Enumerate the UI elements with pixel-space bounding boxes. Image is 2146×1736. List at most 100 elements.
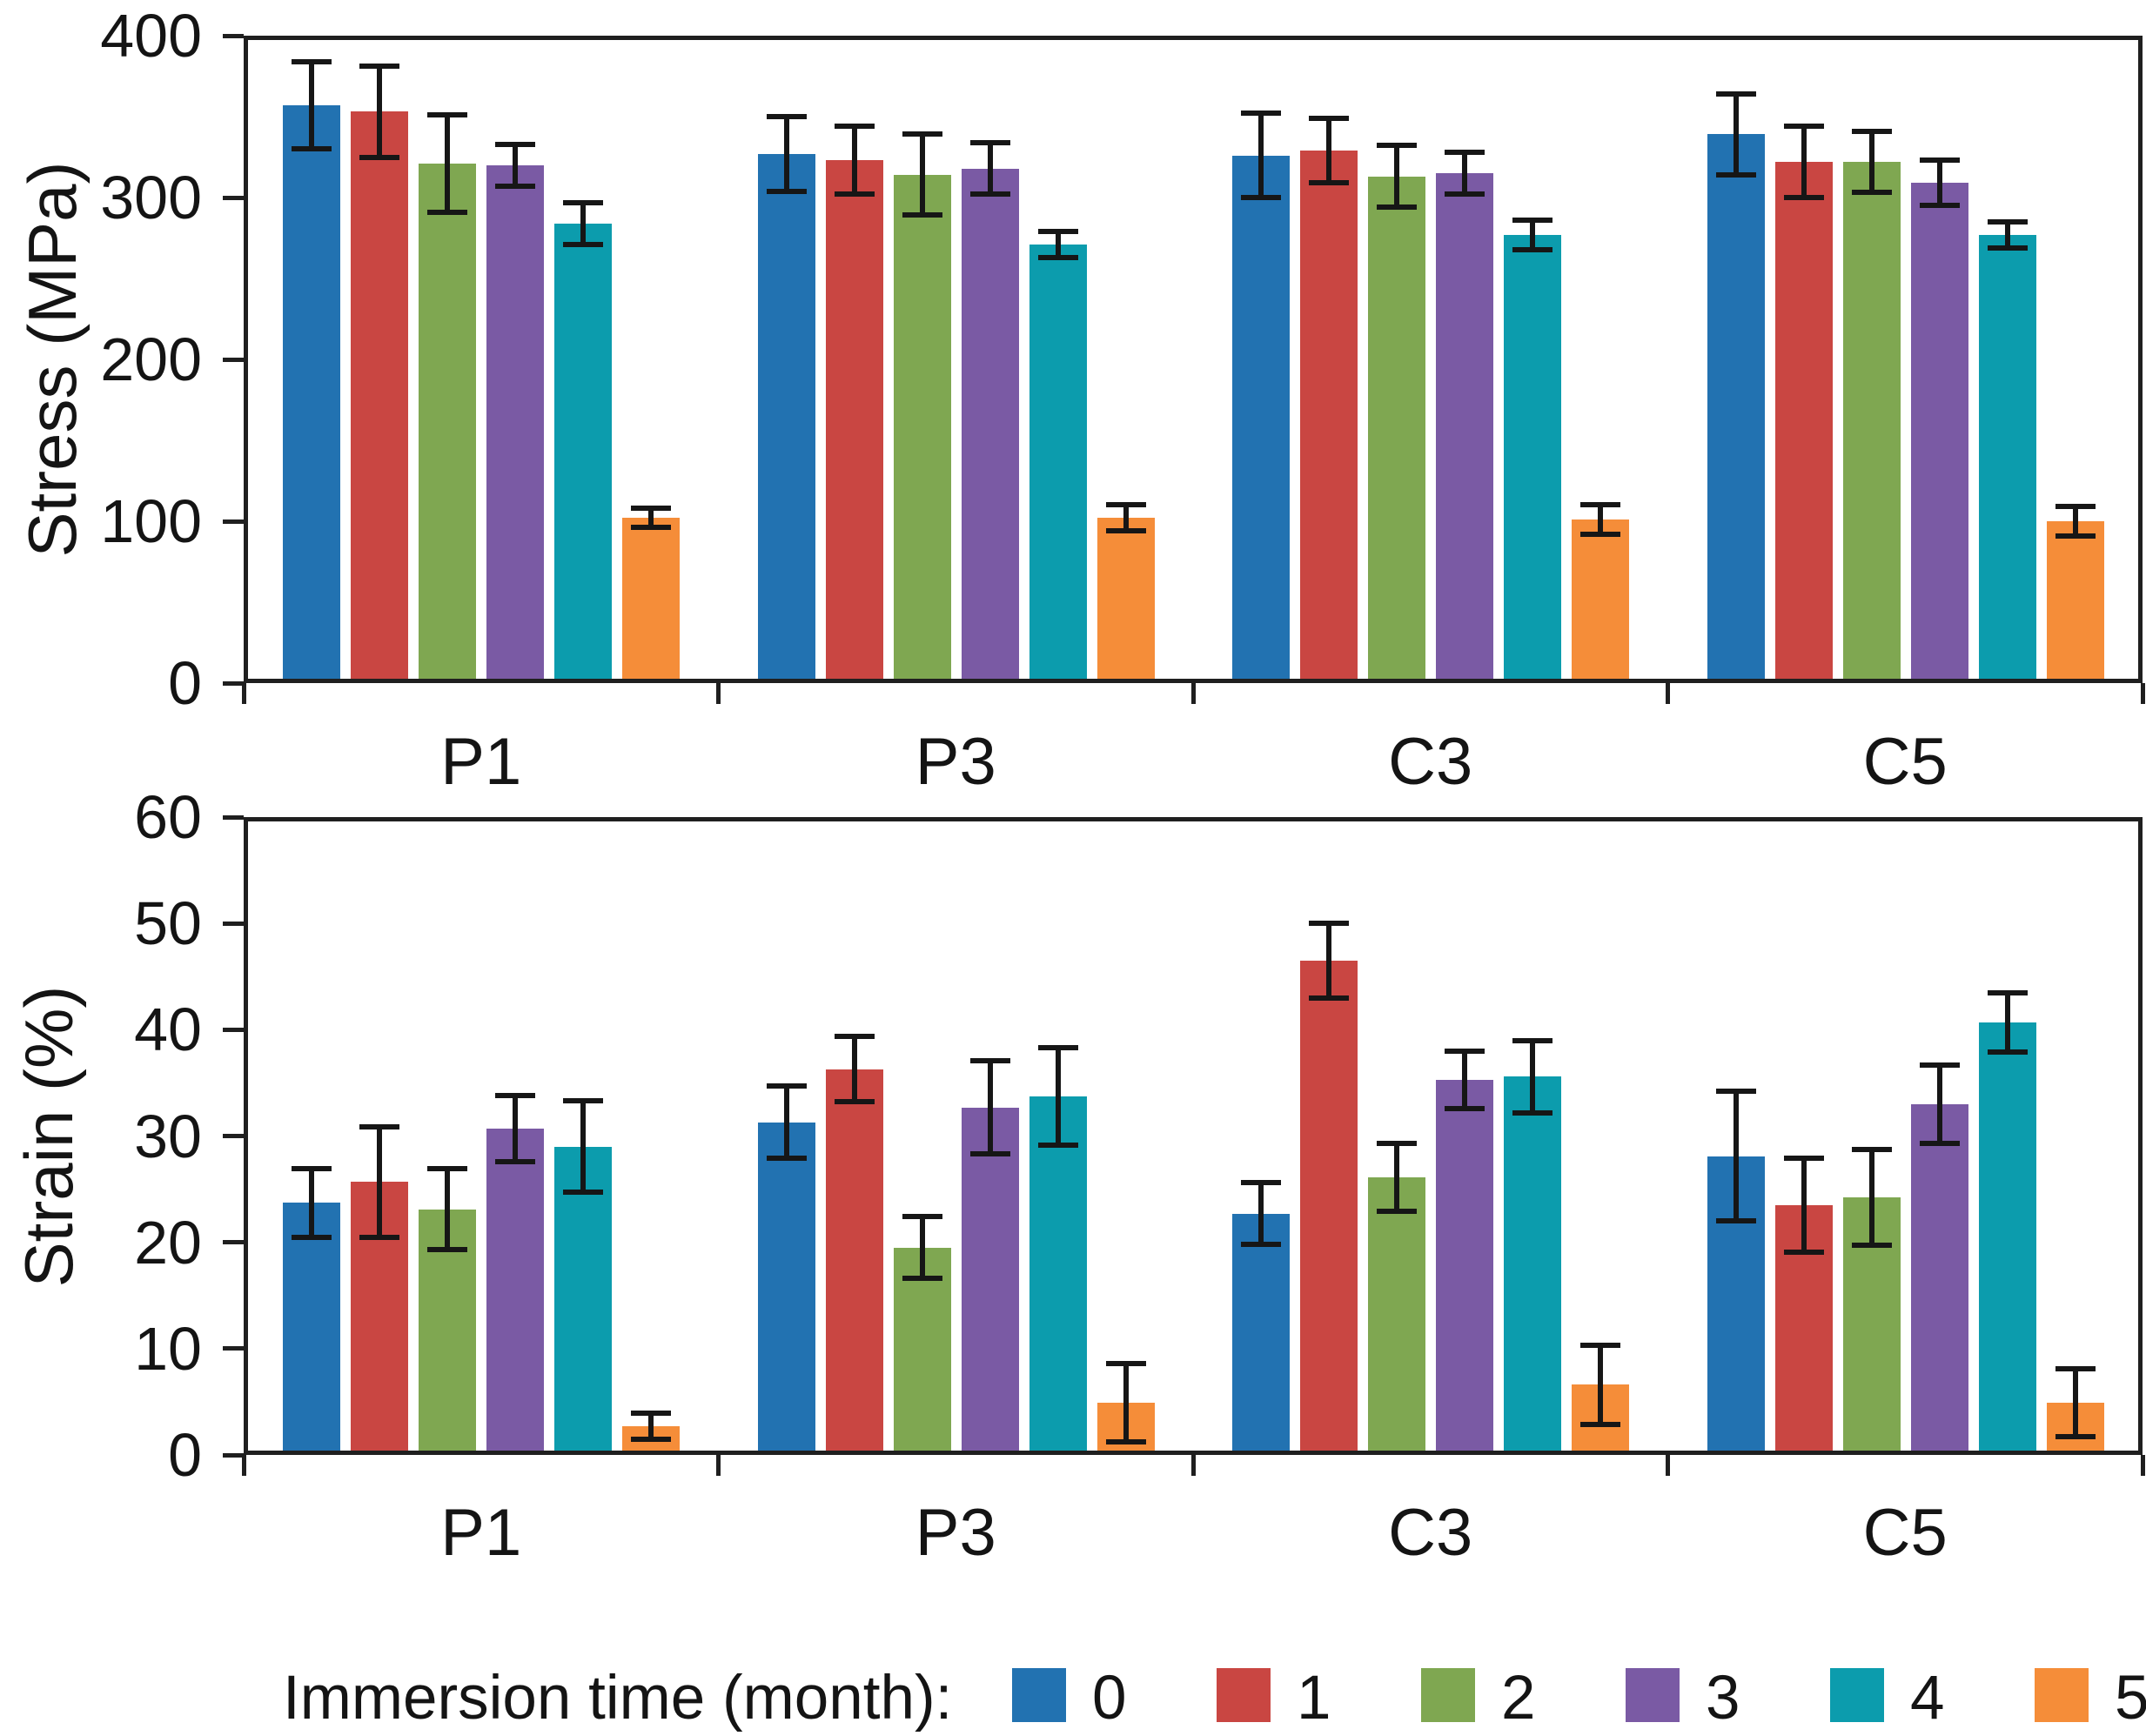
legend-swatch-month-3 bbox=[1626, 1668, 1680, 1722]
bar-C3-month-3 bbox=[1436, 173, 1493, 683]
error-cap-top-P1-month-4 bbox=[563, 199, 603, 205]
plot-frame bbox=[244, 36, 2143, 683]
error-cap-top-C5-month-1 bbox=[1783, 124, 1824, 130]
legend-swatch-month-2 bbox=[1421, 1668, 1475, 1722]
error-cap-top-C5-month-2 bbox=[1851, 128, 1892, 134]
y-tick-label-100: 100 bbox=[100, 487, 202, 555]
error-bar-P3-month-5 bbox=[1123, 505, 1129, 532]
error-bar-P3-month-0 bbox=[783, 117, 789, 191]
error-cap-bottom-P1-month-2 bbox=[427, 1247, 467, 1253]
error-bar-P1-month-4 bbox=[580, 1101, 586, 1193]
error-bar-P1-month-2 bbox=[445, 1169, 450, 1250]
error-cap-bottom-C5-month-2 bbox=[1851, 190, 1892, 196]
y-tick-label-10: 10 bbox=[134, 1314, 202, 1383]
error-cap-top-C3-month-1 bbox=[1309, 115, 1349, 121]
bar-C5-month-1 bbox=[1774, 162, 1833, 683]
error-cap-bottom-P1-month-0 bbox=[292, 146, 332, 152]
error-bar-C3-month-1 bbox=[1326, 117, 1331, 184]
error-cap-top-C5-month-5 bbox=[2055, 504, 2096, 510]
error-cap-bottom-P3-month-5 bbox=[1105, 528, 1146, 534]
error-cap-top-P1-month-1 bbox=[359, 64, 399, 70]
error-bar-C5-month-2 bbox=[1868, 1150, 1874, 1246]
bar-C5-month-3 bbox=[1910, 1103, 1968, 1455]
error-cap-bottom-P3-month-3 bbox=[969, 191, 1010, 198]
stress-chart: P1 P3 C3 C5 0 100 200 300 400 Stress (MPa) bbox=[0, 0, 2146, 818]
error-bar-C5-month-2 bbox=[1868, 131, 1874, 193]
error-cap-top-P1-month-4 bbox=[563, 1098, 603, 1104]
error-cap-bottom-C5-month-2 bbox=[1851, 1243, 1892, 1249]
error-cap-top-C3-month-2 bbox=[1377, 1141, 1417, 1147]
error-cap-bottom-P3-month-5 bbox=[1105, 1439, 1146, 1445]
y-axis-tick bbox=[223, 1134, 244, 1138]
error-bar-C5-month-5 bbox=[2072, 506, 2078, 536]
legend-label-month-2: 2 bbox=[1501, 1664, 1536, 1733]
error-cap-bottom-P3-month-2 bbox=[902, 212, 942, 218]
legend-label-month-5: 5 bbox=[2115, 1664, 2146, 1733]
error-cap-bottom-C5-month-4 bbox=[1987, 1049, 2028, 1055]
error-bar-C3-month-5 bbox=[1598, 505, 1603, 534]
y-axis-tick bbox=[223, 195, 244, 200]
error-cap-top-P1-month-5 bbox=[631, 506, 671, 512]
error-cap-bottom-P3-month-2 bbox=[902, 1276, 942, 1282]
error-cap-top-C5-month-4 bbox=[1987, 218, 2028, 225]
x-axis-tick bbox=[2140, 1455, 2145, 1476]
bar-C3-month-2 bbox=[1368, 176, 1425, 683]
error-cap-top-C5-month-1 bbox=[1783, 1156, 1824, 1162]
legend-swatch-month-4 bbox=[1830, 1668, 1884, 1722]
error-bar-P3-month-5 bbox=[1123, 1363, 1129, 1443]
error-cap-bottom-P1-month-3 bbox=[495, 183, 535, 189]
error-bar-C3-month-1 bbox=[1326, 923, 1331, 998]
bar-C3-month-1 bbox=[1300, 151, 1358, 683]
bar-P1-month-0 bbox=[283, 104, 340, 683]
error-cap-bottom-P3-month-0 bbox=[766, 1156, 807, 1162]
error-cap-top-C3-month-3 bbox=[1445, 1048, 1485, 1054]
error-bar-C3-month-3 bbox=[1462, 1050, 1467, 1109]
error-bar-P1-month-5 bbox=[648, 1413, 654, 1439]
error-cap-top-P3-month-1 bbox=[834, 124, 875, 130]
error-cap-top-P3-month-5 bbox=[1105, 502, 1146, 508]
error-bar-P1-month-1 bbox=[377, 1126, 382, 1237]
error-bar-P1-month-2 bbox=[445, 115, 450, 212]
error-cap-bottom-P3-month-0 bbox=[766, 188, 807, 194]
error-bar-C5-month-4 bbox=[2004, 992, 2010, 1052]
error-bar-P3-month-4 bbox=[1055, 1048, 1061, 1146]
error-cap-top-C3-month-4 bbox=[1512, 218, 1552, 224]
error-cap-bottom-C5-month-3 bbox=[1919, 203, 1960, 209]
bar-P3-month-4 bbox=[1029, 244, 1087, 683]
legend-label-month-4: 4 bbox=[1910, 1664, 1945, 1733]
error-cap-bottom-C5-month-0 bbox=[1715, 1218, 1756, 1224]
bar-C5-month-4 bbox=[1978, 234, 2036, 683]
error-bar-C3-month-3 bbox=[1462, 151, 1467, 195]
y-tick-label-20: 20 bbox=[134, 1208, 202, 1277]
bar-P1-month-3 bbox=[486, 164, 544, 683]
error-bar-C5-month-1 bbox=[1801, 1158, 1807, 1252]
bar-P3-month-5 bbox=[1096, 518, 1155, 683]
error-cap-top-C5-month-5 bbox=[2055, 1366, 2096, 1372]
error-cap-bottom-C3-month-2 bbox=[1377, 204, 1417, 211]
bar-C3-month-4 bbox=[1504, 1076, 1561, 1455]
error-bar-P1-month-1 bbox=[377, 66, 382, 158]
error-bar-C5-month-3 bbox=[1936, 160, 1942, 206]
error-cap-top-P1-month-3 bbox=[495, 1093, 535, 1099]
x-axis-tick bbox=[716, 1455, 721, 1476]
bar-P3-month-4 bbox=[1029, 1096, 1087, 1455]
y-axis-tick bbox=[223, 680, 244, 686]
bar-P1-month-5 bbox=[622, 518, 680, 683]
bar-C5-month-2 bbox=[1842, 162, 1901, 683]
error-cap-top-P3-month-2 bbox=[902, 1214, 942, 1220]
error-cap-top-P3-month-1 bbox=[834, 1033, 875, 1039]
error-cap-bottom-C3-month-1 bbox=[1309, 995, 1349, 1001]
error-bar-C5-month-3 bbox=[1936, 1064, 1942, 1144]
error-cap-bottom-P1-month-5 bbox=[631, 525, 671, 531]
bar-P3-month-1 bbox=[825, 160, 883, 683]
error-bar-P3-month-3 bbox=[987, 142, 993, 195]
error-bar-P3-month-1 bbox=[851, 1036, 857, 1103]
x-axis-tick bbox=[1666, 683, 1670, 704]
error-bar-P3-month-0 bbox=[783, 1086, 789, 1159]
error-cap-bottom-C3-month-5 bbox=[1580, 1421, 1620, 1427]
bar-C3-month-3 bbox=[1436, 1079, 1493, 1455]
y-axis-tick bbox=[223, 1240, 244, 1245]
bar-C3-month-0 bbox=[1232, 155, 1290, 683]
